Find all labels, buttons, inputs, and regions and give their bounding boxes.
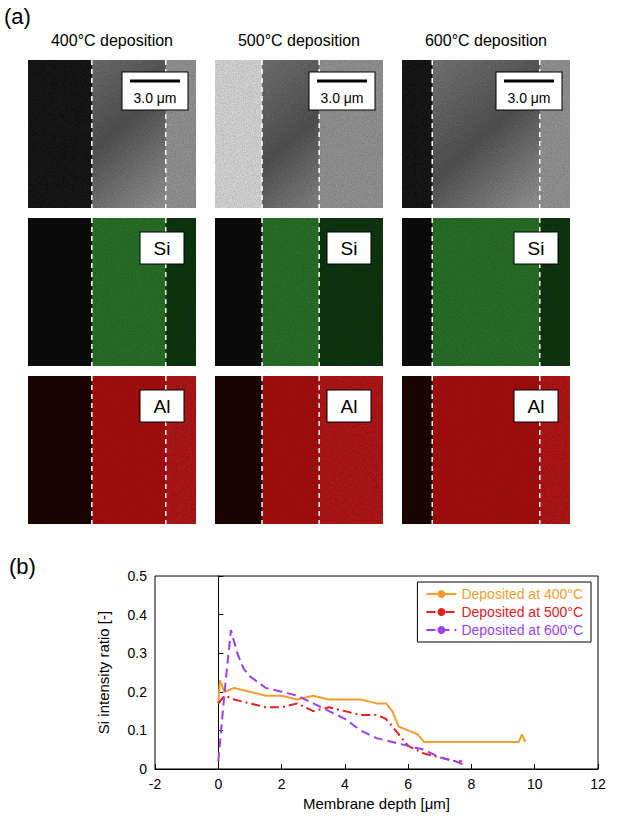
svg-text:0: 0: [214, 776, 222, 792]
svg-text:3.0 μm: 3.0 μm: [507, 90, 550, 106]
svg-text:0.1: 0.1: [128, 722, 148, 738]
svg-text:Al: Al: [341, 396, 358, 417]
svg-text:Deposited at 500°C: Deposited at 500°C: [461, 604, 583, 620]
svg-text:6: 6: [404, 776, 412, 792]
svg-text:10: 10: [527, 776, 543, 792]
svg-text:0.5: 0.5: [128, 568, 148, 584]
svg-text:Deposited at 600°C: Deposited at 600°C: [461, 622, 583, 638]
svg-text:Si: Si: [154, 238, 171, 259]
svg-text:600°C deposition: 600°C deposition: [425, 32, 547, 49]
svg-text:(b): (b): [9, 554, 36, 579]
svg-text:0.3: 0.3: [128, 645, 148, 661]
svg-text:12: 12: [590, 776, 606, 792]
svg-text:0.4: 0.4: [128, 607, 148, 623]
svg-text:0.2: 0.2: [128, 684, 148, 700]
svg-text:4: 4: [341, 776, 349, 792]
svg-text:Si intensity ratio [-]: Si intensity ratio [-]: [95, 611, 112, 734]
svg-text:8: 8: [468, 776, 476, 792]
svg-text:0: 0: [139, 761, 147, 777]
svg-text:(a): (a): [4, 4, 31, 29]
svg-text:400°C deposition: 400°C deposition: [51, 32, 173, 49]
svg-text:-2: -2: [149, 776, 162, 792]
svg-text:Si: Si: [528, 238, 545, 259]
svg-text:Membrane depth [μm]: Membrane depth [μm]: [303, 795, 450, 812]
svg-text:Si: Si: [341, 238, 358, 259]
svg-text:3.0 μm: 3.0 μm: [320, 90, 363, 106]
svg-text:2: 2: [278, 776, 286, 792]
svg-text:500°C deposition: 500°C deposition: [238, 32, 360, 49]
svg-text:Al: Al: [528, 396, 545, 417]
svg-text:Al: Al: [154, 396, 171, 417]
svg-text:Deposited at 400°C: Deposited at 400°C: [461, 586, 583, 602]
svg-text:3.0 μm: 3.0 μm: [133, 90, 176, 106]
